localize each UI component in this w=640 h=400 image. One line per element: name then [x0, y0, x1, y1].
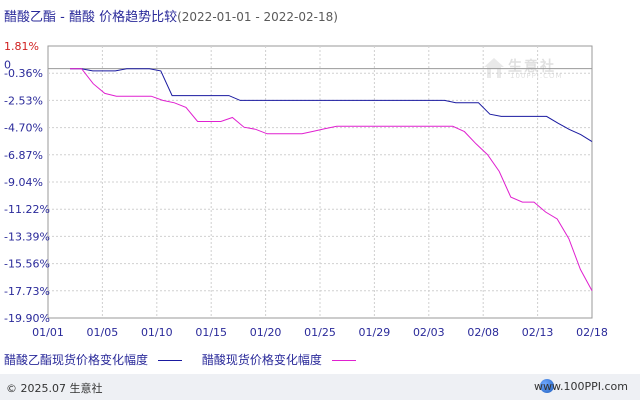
x-tick-label: 01/10 [141, 326, 173, 339]
x-tick-label: 01/01 [32, 326, 64, 339]
y-tick-label: -0.36% [4, 67, 43, 80]
y-tick-label: -17.73% [4, 285, 50, 298]
y-tick-label: -9.04% [4, 176, 43, 189]
globe-icon [540, 379, 554, 393]
x-tick-label: 02/18 [576, 326, 608, 339]
legend: 醋酸乙酯现货价格变化幅度 醋酸现货价格变化幅度 [4, 351, 372, 368]
legend-item-acetic-acid: 醋酸现货价格变化幅度 [202, 351, 362, 368]
x-tick-label: 01/20 [250, 326, 282, 339]
legend-swatch [331, 360, 356, 361]
zero-label: 0 [4, 59, 11, 72]
x-tick-label: 01/05 [87, 326, 119, 339]
x-tick-label: 01/29 [359, 326, 391, 339]
x-tick-label: 02/08 [467, 326, 499, 339]
footer-copyright: © 2025.07 生意社 [6, 382, 103, 395]
chart-title: 醋酸乙酯 - 醋酸 价格趋势比较(2022-01-01 - 2022-02-18… [4, 6, 338, 25]
y-tick-label: -2.53% [4, 94, 43, 107]
y-tick-label: -15.56% [4, 258, 50, 271]
chart-canvas: 1.81% -0.36% -2.53% -4.70% -6.87% -9.04% -11.2… [4, 40, 608, 339]
y-tick-label: -6.87% [4, 149, 43, 162]
footer-url[interactable]: www.100PPI.com [534, 380, 628, 393]
watermark-subtext: 100PPI.COM [510, 72, 563, 80]
y-tick-label: -19.90% [4, 312, 50, 325]
series-line-ethyl-acetate [70, 68, 593, 143]
x-tick-label: 02/03 [413, 326, 445, 339]
footer: © 2025.07 生意社 www.100PPI.com [0, 374, 640, 400]
x-tick-label: 01/25 [304, 326, 336, 339]
legend-label: 醋酸现货价格变化幅度 [201, 353, 322, 367]
legend-label: 醋酸乙酯现货价格变化幅度 [4, 353, 149, 367]
y-tick-label: -11.22% [4, 203, 50, 216]
y-tick-label: -13.39% [4, 230, 50, 243]
legend-item-ethyl-acetate: 醋酸乙酯现货价格变化幅度 [4, 351, 188, 368]
chart-title-main: 醋酸乙酯 - 醋酸 价格趋势比较 [4, 10, 178, 25]
watermark-text: 生意社 [508, 59, 556, 75]
chart-title-range: (2022-01-01 - 2022-02-18) [177, 10, 338, 24]
x-tick-label: 02/13 [522, 326, 554, 339]
x-tick-label: 01/15 [195, 326, 227, 339]
series-line-acetic-acid [70, 68, 593, 292]
legend-swatch [158, 360, 183, 361]
y-tick-label: -4.70% [4, 122, 43, 135]
y-tick-label: 1.81% [4, 40, 39, 53]
